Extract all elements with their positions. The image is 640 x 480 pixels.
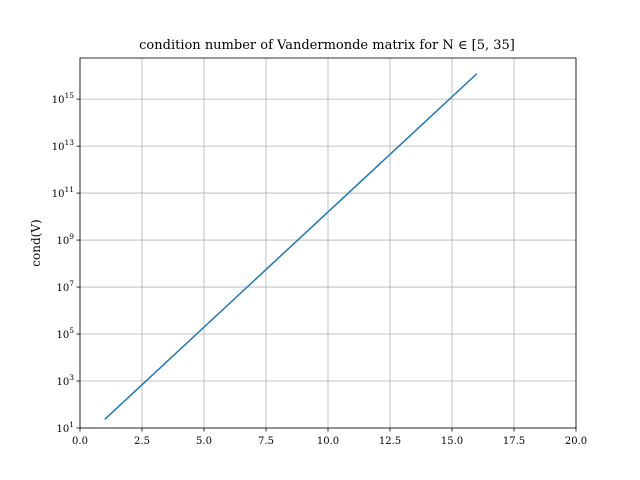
x-tick-label-5: 12.5 xyxy=(379,436,401,447)
x-tick-label-3: 7.5 xyxy=(258,436,274,447)
y-tick-label-4: 109 xyxy=(56,232,74,247)
y-tick-label-3: 107 xyxy=(56,279,74,294)
series-line-0 xyxy=(104,73,478,420)
x-tick-label-1: 2.5 xyxy=(134,436,150,447)
y-tick-label-2: 105 xyxy=(56,326,74,341)
chart-title: condition number of Vandermonde matrix f… xyxy=(139,38,515,53)
x-axis: 0.0 2.5 5.0 7.5 10.0 12.5 15.0 17.5 20.0 xyxy=(72,428,587,447)
y-tick-label-1: 103 xyxy=(56,373,74,388)
x-tick-label-8: 20.0 xyxy=(565,436,587,447)
y-tick-label-0: 101 xyxy=(56,420,74,435)
x-tick-label-6: 15.0 xyxy=(441,436,463,447)
x-tick-label-7: 17.5 xyxy=(503,436,525,447)
y-tick-label-7: 1015 xyxy=(52,91,75,106)
x-tick-label-2: 5.0 xyxy=(196,436,212,447)
y-axis: 101 103 105 107 109 1011 1013 1015 xyxy=(52,91,80,435)
y-axis-label: cond(V) xyxy=(29,219,43,266)
grid xyxy=(79,58,577,429)
series-layer xyxy=(104,73,478,420)
y-tick-label-5: 1011 xyxy=(52,185,74,200)
x-tick-label-4: 10.0 xyxy=(317,436,339,447)
y-tick-label-6: 1013 xyxy=(52,138,75,153)
x-tick-label-0: 0.0 xyxy=(72,436,88,447)
